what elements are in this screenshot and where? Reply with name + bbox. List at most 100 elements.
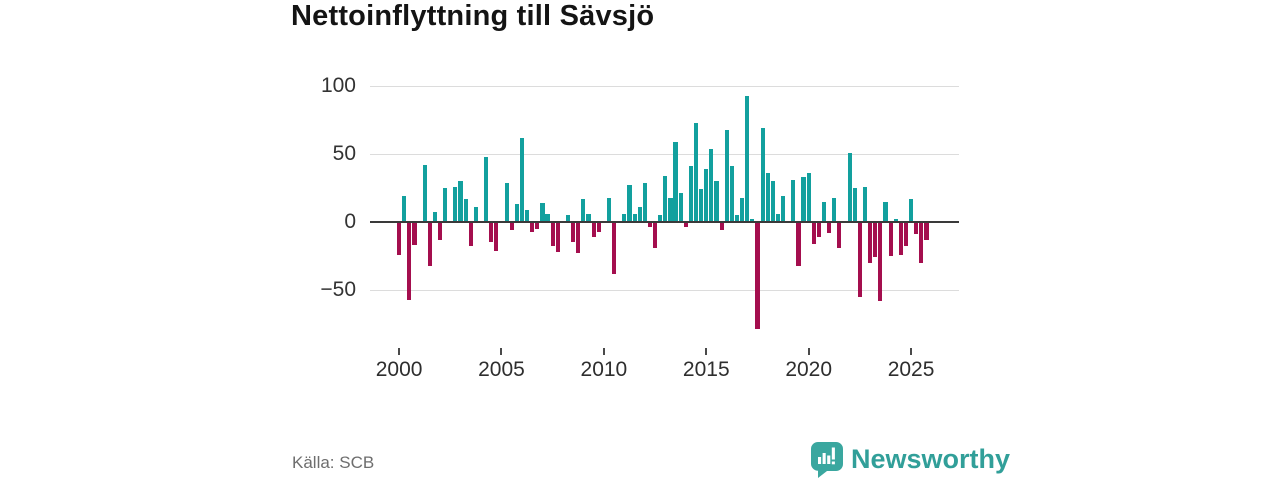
bar (663, 175, 668, 222)
bar (832, 197, 837, 222)
bar (489, 222, 494, 243)
x-axis-label: 2015 (682, 358, 730, 381)
bar (903, 222, 909, 247)
bar (581, 198, 586, 222)
bar (437, 222, 443, 240)
y-axis-label: 0 (344, 210, 356, 233)
bar (919, 222, 924, 263)
bar (714, 181, 719, 222)
bar (453, 186, 458, 222)
bar (550, 222, 555, 247)
bar (468, 222, 473, 247)
x-axis-tick (500, 348, 503, 355)
bar (473, 207, 478, 222)
bar (673, 141, 678, 222)
bar (699, 189, 704, 222)
bar (591, 222, 596, 237)
bar (504, 182, 509, 222)
bar (555, 222, 560, 252)
bar (612, 222, 617, 274)
bar (647, 222, 653, 228)
bar (632, 213, 637, 222)
bar (397, 222, 402, 255)
newsworthy-wordmark: Newsworthy (851, 444, 1011, 474)
bar (535, 222, 540, 229)
bar (509, 222, 514, 231)
bar (642, 182, 647, 222)
bar (893, 219, 898, 222)
bar (898, 222, 903, 255)
x-axis-tick (705, 348, 708, 355)
bar (760, 128, 765, 222)
source-note: Källa: SCB (292, 453, 375, 472)
bar (596, 222, 601, 232)
bar (755, 222, 760, 330)
bar (878, 222, 883, 301)
bar (693, 122, 699, 222)
x-axis-tick (398, 348, 401, 355)
bar (443, 188, 448, 222)
bar (857, 222, 862, 297)
bar (796, 222, 801, 266)
bar (683, 222, 688, 228)
bar (883, 201, 888, 222)
bar (586, 213, 591, 222)
bar (637, 207, 642, 222)
x-axis-label: 2020 (785, 358, 833, 381)
bar (827, 222, 832, 233)
plot-area: 100 50 0 −50 2000 2005 2010 2015 2020 2025 (320, 74, 959, 381)
bar (745, 95, 750, 222)
newsworthy-logo: Newsworthy (810, 441, 1010, 478)
x-axis-label: 2000 (375, 358, 423, 381)
x-axis-tick (602, 348, 605, 355)
bar (678, 193, 683, 222)
bar (653, 222, 658, 248)
bar (427, 222, 432, 266)
bar (888, 222, 893, 256)
bar (458, 181, 463, 222)
y-axis-label: 50 (332, 142, 356, 165)
bar (852, 188, 857, 222)
bar (494, 222, 499, 251)
bar (463, 198, 468, 222)
bar (668, 197, 673, 222)
bar (847, 152, 852, 222)
bar (519, 137, 525, 222)
bar (709, 148, 714, 222)
bar (816, 222, 821, 237)
bar (750, 219, 755, 222)
x-axis-tick (807, 348, 810, 355)
bar (734, 215, 740, 222)
bar (658, 215, 663, 222)
bar (811, 222, 816, 244)
bar (576, 222, 581, 254)
bar (622, 213, 627, 222)
bar (412, 222, 417, 246)
gridline (370, 86, 959, 87)
y-axis-label: −50 (320, 278, 356, 301)
x-axis-label: 2025 (887, 358, 935, 381)
bar (688, 166, 693, 222)
bar (862, 186, 868, 222)
bar (606, 197, 612, 222)
bar (545, 213, 550, 222)
bar (781, 196, 786, 222)
bar (770, 181, 775, 222)
gridline (370, 290, 959, 291)
bar (868, 222, 873, 263)
bar (914, 222, 919, 235)
bar (924, 222, 929, 240)
bar (407, 222, 412, 300)
bar (525, 209, 530, 222)
bar (729, 166, 734, 222)
bar (765, 173, 770, 222)
bar (724, 129, 729, 222)
bar (791, 179, 796, 222)
bar (704, 168, 709, 222)
bar (873, 222, 878, 258)
bar (909, 198, 914, 222)
zero-axis-line (370, 221, 959, 223)
bar (627, 185, 632, 222)
x-axis-label: 2005 (478, 358, 525, 381)
